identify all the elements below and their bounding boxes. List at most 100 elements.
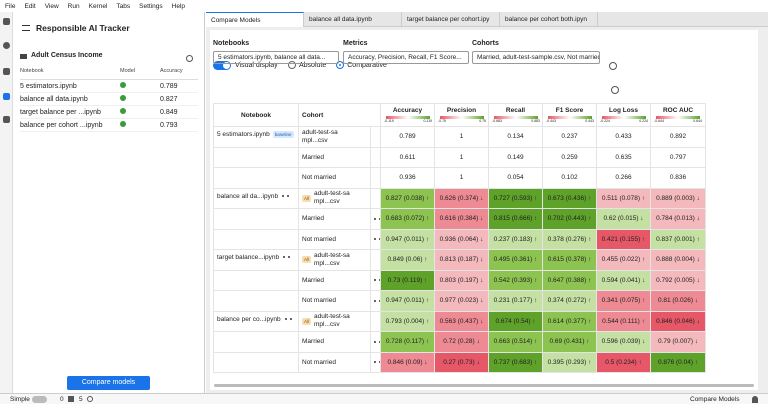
notebook-name: balance all da...ipynb — [217, 192, 279, 200]
refresh-icon[interactable] — [611, 86, 619, 94]
data-row: Not married 0.936 1 0.054 0.102 0.266 0.836 — [213, 167, 706, 189]
tracker-icon[interactable] — [3, 93, 10, 100]
menu-item[interactable]: Kernel — [88, 2, 108, 10]
row-menu[interactable] — [374, 217, 380, 220]
bell-icon[interactable] — [752, 396, 758, 403]
metric-cell: 0.433 — [596, 126, 651, 148]
row-menu[interactable] — [374, 361, 380, 364]
extensions-icon[interactable] — [3, 116, 10, 123]
radio-label: Absolute — [299, 61, 327, 69]
tab[interactable]: target balance per cohort.ipy — [402, 12, 500, 27]
metric-cell: 0.596 (0.039) ↓ — [596, 331, 651, 353]
menu-bar: File Edit View Run Kernel Tabs Settings Help — [0, 0, 768, 12]
notebook-row[interactable]: target balance per ...ipynb 0.849 — [20, 106, 198, 119]
notebook-cell — [213, 290, 299, 312]
menu-cell — [370, 228, 381, 250]
tab[interactable]: balance all data.ipynb — [304, 12, 402, 27]
metric-cell: 0.663 (0.514) ↑ — [488, 331, 543, 353]
metric-cell: 0.626 (0.374) ↓ — [434, 187, 489, 209]
metric-cell: 0.73 (0.119) ↑ — [380, 269, 435, 291]
metric-scale — [547, 116, 592, 119]
menu-item[interactable]: Edit — [24, 2, 36, 10]
running-icon[interactable] — [3, 42, 10, 49]
commands-icon[interactable] — [3, 68, 10, 75]
metric-name: Log Loss — [609, 107, 638, 114]
tab[interactable]: balance per cohort both.ipyn — [500, 12, 598, 27]
metric-cell: 0.793 (0.004) ↑ — [380, 310, 435, 332]
filter-label: Cohorts — [472, 40, 499, 47]
metric-cell: 0.813 (0.187) ↓ — [434, 249, 489, 271]
column-header: Notebook — [20, 68, 44, 74]
menu-item[interactable]: View — [44, 2, 59, 10]
metric-cell: 0.395 (0.293) ↑ — [542, 351, 597, 373]
metric-scale — [601, 116, 646, 119]
metric-name: Accuracy — [392, 107, 423, 114]
row-menu[interactable] — [284, 317, 292, 320]
metric-cell: 0.237 — [542, 126, 597, 148]
notebook-cell — [213, 351, 299, 373]
cohort-name: Not married — [302, 174, 336, 182]
hamburger[interactable] — [22, 25, 30, 31]
cohort-cell: Married — [298, 269, 371, 291]
mode-toggle[interactable] — [32, 396, 47, 403]
row-menu[interactable] — [374, 279, 380, 282]
menu-item[interactable]: Help — [171, 2, 186, 10]
metric-cell: 0.615 (0.378) ↑ — [542, 249, 597, 271]
metric-cell: 0.611 — [380, 146, 435, 168]
radio-option[interactable]: Absolute — [288, 61, 326, 69]
scrollbar[interactable] — [214, 384, 754, 387]
menu-item[interactable]: File — [5, 2, 16, 10]
settings-icon[interactable] — [186, 55, 193, 62]
radio-option[interactable]: Comparative — [336, 61, 387, 69]
cohort-name: Married — [302, 153, 325, 161]
notebook-row[interactable]: balance per cohort ...ipynb 0.793 — [20, 119, 198, 132]
filter-dropdown[interactable]: 5 estimators.ipynb, balance all data... — [213, 51, 339, 64]
cohort-name: Not married — [302, 297, 336, 305]
metric-cell: 0.673 (0.436) ↑ — [542, 187, 597, 209]
metric-cell: 0.62 (0.015) ↓ — [596, 208, 651, 230]
notebook-cell: balance all da...ipynb — [213, 187, 299, 209]
notebook-name: target balance per ...ipynb — [20, 108, 101, 116]
menu-item[interactable]: Settings — [139, 2, 163, 10]
row-menu[interactable] — [282, 194, 290, 197]
activity-label: Compare Models — [690, 396, 740, 403]
compare-panel: Visual display Absolute Comparative Noteb… — [210, 30, 758, 390]
notebook-row[interactable]: balance all data.ipynb 0.827 — [20, 93, 198, 106]
visual-toggle[interactable] — [213, 61, 231, 70]
row-menu[interactable] — [374, 340, 380, 343]
sidebar: Responsible AI Tracker Adult Census Inco… — [14, 12, 205, 393]
metric-cell: 0.102 — [542, 167, 597, 189]
folder-icon[interactable] — [3, 18, 10, 25]
model-cell — [120, 108, 160, 116]
menu-item[interactable]: Run — [67, 2, 80, 10]
filter-dropdown[interactable]: Married, adult-test-sample.csv, Not marr… — [472, 51, 600, 64]
metric-cell: 0.797 — [650, 146, 706, 168]
filter-dropdown[interactable]: Accuracy, Precision, Recall, F1 Score... — [343, 51, 469, 64]
notebook-name: balance all data.ipynb — [20, 95, 88, 103]
row-menu[interactable] — [374, 299, 380, 302]
scale-min: -0.224 — [600, 119, 610, 123]
settings-icon[interactable] — [609, 62, 617, 70]
cohort-name: Married — [302, 276, 325, 284]
cohort-name: adult-test-sampl...csv — [314, 313, 350, 329]
data-row: Married 0.611 1 0.149 0.259 0.635 0.797 — [213, 146, 706, 168]
metric-cell: 0.789 — [380, 126, 435, 148]
menu-item[interactable]: Tabs — [116, 2, 131, 10]
cohort-cell: Alladult-test-sampl...csv — [298, 249, 371, 271]
filter-label: Notebooks — [213, 40, 250, 47]
toggle-label: Visual display — [235, 62, 278, 69]
data-row: target balance...ipynb Alladult-test-samp… — [213, 249, 706, 271]
row-menu[interactable] — [374, 238, 380, 241]
compare-button[interactable]: Compare models — [67, 376, 150, 390]
row-menu[interactable] — [283, 256, 291, 259]
metric-cell: 0.674 (0.54) ↑ — [488, 310, 543, 332]
tab[interactable]: Compare Models — [206, 12, 304, 27]
notebook-row[interactable]: 5 estimators.ipynb 0.789 — [20, 80, 198, 93]
notebook-name: 5 estimators.ipynb — [217, 131, 270, 139]
tab-bar: Compare Models balance all data.ipynb targ… — [206, 12, 768, 27]
data-row: balance all da...ipynb Alladult-test-samp… — [213, 187, 706, 209]
cohort-cell: Not married — [298, 290, 371, 312]
scale-min: -0.443 — [546, 119, 556, 123]
all-badge: All — [302, 256, 312, 264]
column-header: Cohort — [298, 103, 381, 127]
